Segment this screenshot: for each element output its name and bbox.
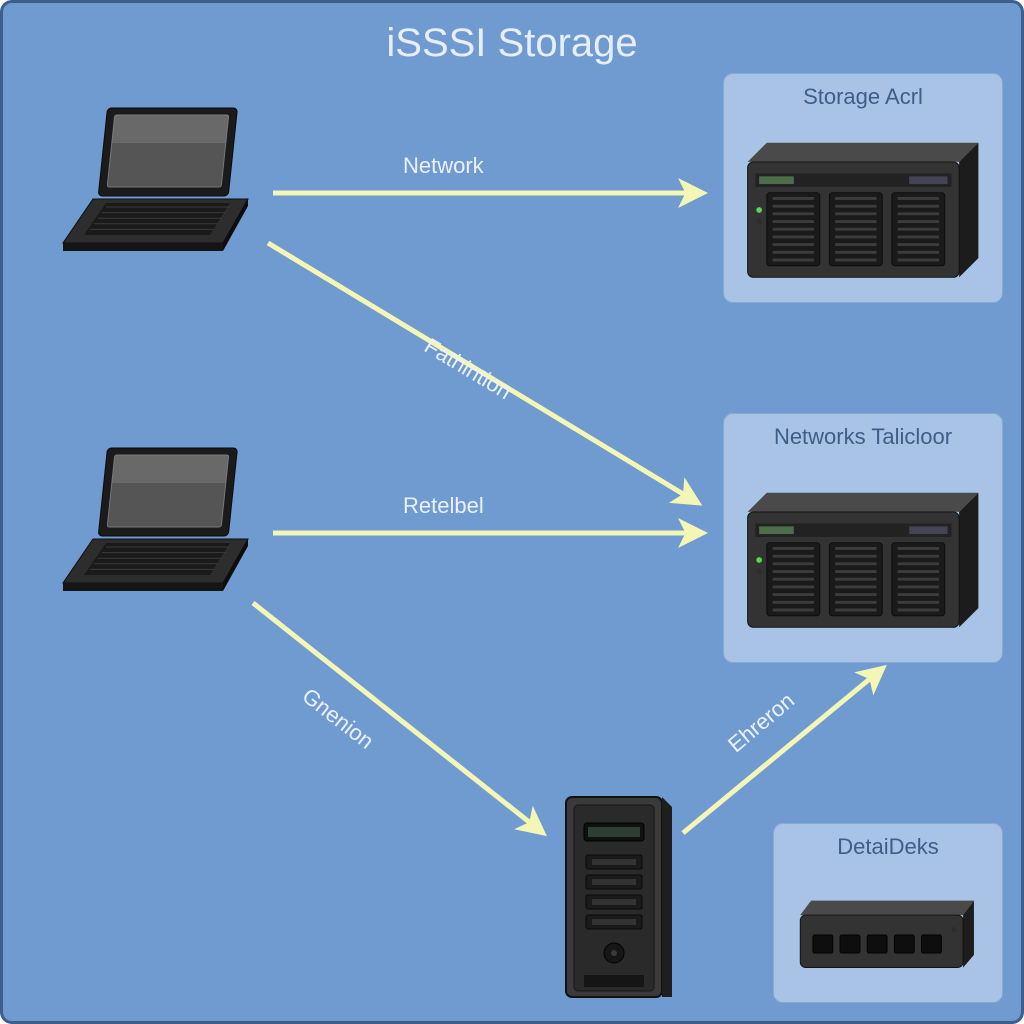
node-laptop1: [58, 103, 258, 258]
rack-icon: [738, 465, 988, 655]
edge-label-e1: Network: [403, 153, 484, 179]
edge-label-e4: Gnenion: [297, 683, 379, 755]
node-laptop2: [58, 443, 258, 598]
diagram-canvas: iSSSI Storage: [0, 0, 1024, 1024]
laptop-icon: [58, 103, 258, 253]
edge-label-e2: Fathintion: [420, 333, 516, 405]
node-label: DetaiDeks: [786, 834, 990, 860]
node-tower: [558, 793, 678, 1008]
edge-label-e5: Ehreron: [723, 688, 800, 758]
rack-icon: [738, 125, 988, 295]
node-box_storage: Storage Acrl: [723, 73, 1003, 303]
laptop-icon: [58, 443, 258, 593]
node-box_networks: Networks Talicloor: [723, 413, 1003, 663]
node-label: Storage Acrl: [736, 84, 990, 110]
node-box_detai: DetaiDeks: [773, 823, 1003, 1003]
diagram-title: iSSSI Storage: [3, 21, 1021, 66]
tower-icon: [558, 793, 678, 1003]
edge-e4: [253, 603, 543, 833]
edge-label-e3: Retelbel: [403, 493, 484, 519]
node-label: Networks Talicloor: [736, 424, 990, 450]
switch-icon: [793, 880, 983, 990]
